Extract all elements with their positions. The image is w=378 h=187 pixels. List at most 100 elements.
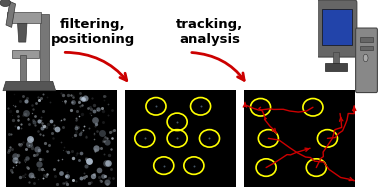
Point bbox=[13, 157, 19, 160]
Point bbox=[31, 182, 37, 185]
Point bbox=[34, 152, 40, 155]
Point bbox=[79, 112, 85, 115]
Point bbox=[41, 168, 47, 171]
Point bbox=[51, 167, 57, 170]
Point bbox=[68, 108, 74, 111]
Point bbox=[69, 136, 75, 139]
Bar bbox=[333, 52, 339, 64]
Point bbox=[46, 100, 53, 103]
Point bbox=[96, 169, 102, 172]
Point bbox=[27, 138, 33, 141]
Point bbox=[77, 105, 83, 108]
Point bbox=[104, 137, 110, 140]
Point bbox=[174, 120, 180, 123]
Point bbox=[101, 139, 107, 142]
Point bbox=[10, 118, 16, 121]
Point bbox=[10, 104, 16, 107]
Bar bbox=[360, 37, 373, 42]
Point bbox=[81, 176, 87, 179]
Point bbox=[39, 122, 45, 125]
Point bbox=[85, 107, 91, 110]
Point bbox=[11, 93, 17, 96]
Point bbox=[70, 96, 76, 99]
Point bbox=[83, 135, 89, 138]
Point bbox=[40, 177, 46, 180]
Point bbox=[12, 158, 18, 161]
Point bbox=[89, 97, 95, 100]
Point bbox=[78, 130, 84, 133]
Point bbox=[16, 160, 22, 163]
Point bbox=[39, 124, 45, 127]
Point bbox=[68, 94, 74, 97]
Point bbox=[104, 182, 110, 185]
Point bbox=[9, 148, 15, 151]
Point bbox=[206, 137, 212, 140]
Point bbox=[98, 147, 104, 150]
Point bbox=[6, 132, 12, 135]
Point bbox=[52, 174, 58, 177]
Point bbox=[60, 118, 67, 121]
Point bbox=[108, 147, 114, 150]
Point bbox=[13, 163, 19, 166]
Point bbox=[31, 120, 37, 123]
Point bbox=[93, 124, 99, 127]
Point bbox=[51, 123, 57, 126]
Point bbox=[77, 133, 83, 136]
Point bbox=[39, 157, 45, 160]
Point bbox=[108, 168, 114, 171]
Point bbox=[50, 137, 56, 140]
Point bbox=[33, 154, 39, 157]
Point bbox=[93, 146, 99, 149]
Circle shape bbox=[363, 54, 368, 62]
Point bbox=[31, 154, 37, 157]
Point bbox=[57, 120, 64, 123]
Point bbox=[161, 164, 167, 167]
Point bbox=[25, 167, 31, 170]
Point bbox=[79, 103, 85, 106]
Point bbox=[87, 105, 93, 108]
Polygon shape bbox=[17, 23, 27, 42]
Point bbox=[14, 109, 20, 112]
Point bbox=[69, 149, 75, 152]
Point bbox=[10, 165, 16, 168]
Point bbox=[174, 137, 180, 140]
Point bbox=[44, 173, 50, 176]
Point bbox=[88, 113, 94, 116]
Point bbox=[97, 179, 103, 182]
Point bbox=[22, 113, 28, 116]
Point bbox=[45, 122, 51, 125]
Point bbox=[64, 150, 70, 153]
Point bbox=[29, 144, 36, 147]
Point bbox=[98, 180, 104, 183]
Point bbox=[44, 149, 50, 152]
Point bbox=[18, 126, 24, 129]
Bar bbox=[7, 12, 41, 23]
Text: filtering,
positioning: filtering, positioning bbox=[51, 18, 135, 46]
Point bbox=[100, 121, 106, 124]
Point bbox=[94, 109, 100, 112]
Point bbox=[110, 128, 116, 131]
Point bbox=[8, 169, 14, 172]
Point bbox=[110, 177, 116, 180]
Point bbox=[82, 156, 88, 159]
Point bbox=[91, 138, 98, 141]
Bar bbox=[20, 55, 26, 81]
FancyBboxPatch shape bbox=[356, 28, 377, 93]
Point bbox=[70, 94, 76, 97]
Point bbox=[29, 174, 35, 177]
Point bbox=[101, 95, 107, 98]
Point bbox=[108, 108, 115, 111]
Point bbox=[65, 94, 71, 97]
Point bbox=[92, 147, 98, 150]
Point bbox=[29, 146, 35, 149]
Point bbox=[6, 149, 12, 152]
Point bbox=[41, 174, 47, 177]
Point bbox=[18, 122, 24, 125]
Point bbox=[83, 135, 89, 138]
Point bbox=[36, 163, 42, 166]
Point bbox=[23, 111, 29, 114]
Point bbox=[39, 127, 45, 130]
Point bbox=[23, 100, 29, 103]
Point bbox=[101, 95, 107, 98]
Point bbox=[81, 172, 87, 175]
